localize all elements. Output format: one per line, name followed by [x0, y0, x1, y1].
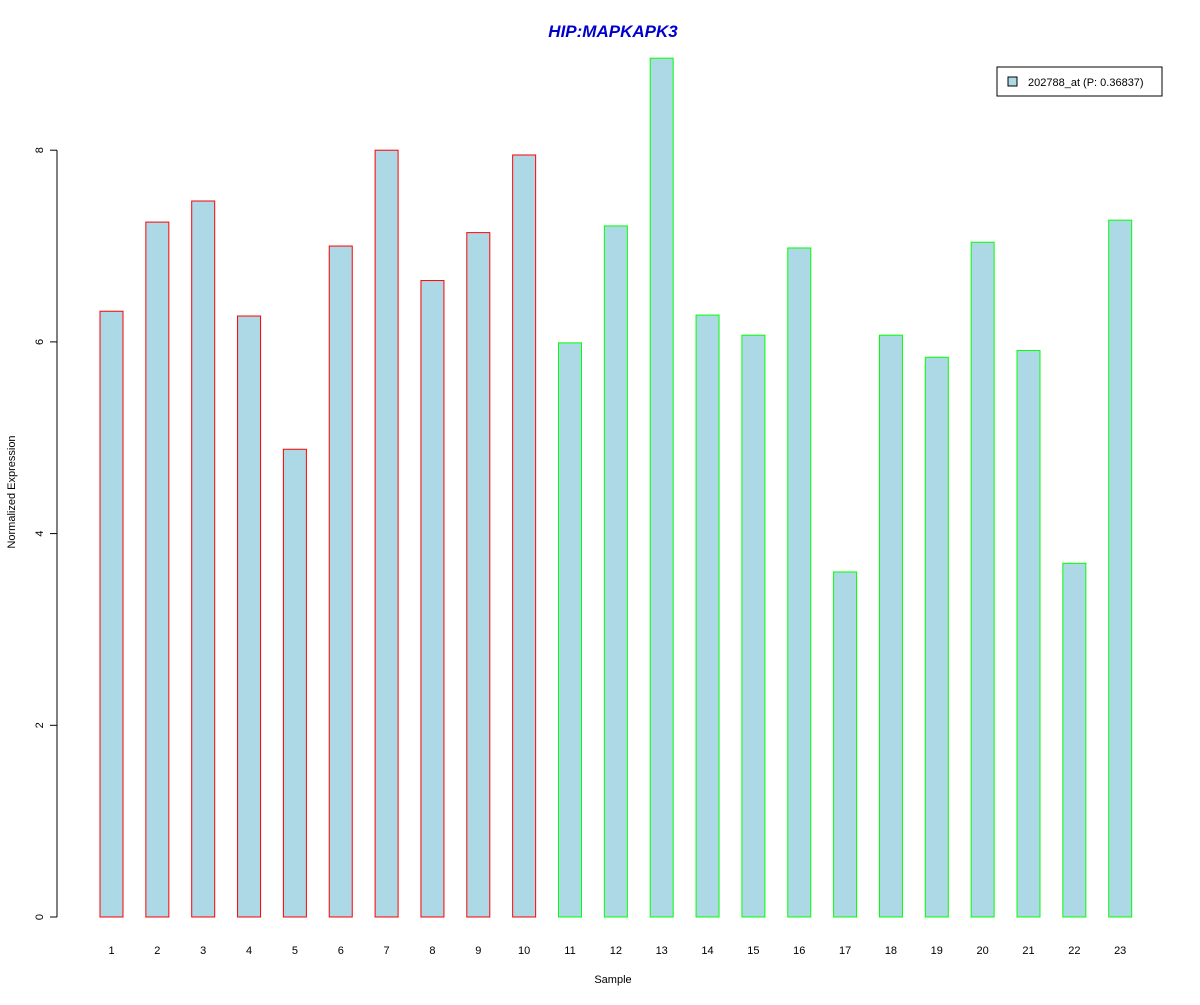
bar-sample-10 — [512, 154, 537, 918]
y-axis-label: Normalized Expression — [6, 435, 18, 548]
x-axis-label: Sample — [594, 974, 631, 986]
bar-sample-8 — [420, 280, 445, 918]
bar-sample-17 — [833, 571, 858, 918]
x-tick-label: 18 — [885, 945, 897, 957]
chart-title: HIP:MAPKAPK3 — [548, 22, 678, 41]
x-tick-label: 17 — [839, 945, 851, 957]
x-tick-label: 23 — [1114, 945, 1126, 957]
x-tick-label: 5 — [292, 945, 298, 957]
x-tick-label: 7 — [384, 945, 390, 957]
bar-sample-21 — [1016, 350, 1041, 918]
bar-sample-14 — [695, 314, 720, 918]
x-tick-label: 22 — [1068, 945, 1080, 957]
x-tick-label: 13 — [656, 945, 668, 957]
x-tick-label: 19 — [931, 945, 943, 957]
bar-sample-1 — [99, 310, 124, 918]
bar-sample-19 — [924, 356, 949, 918]
bar-sample-16 — [787, 247, 812, 918]
y-tick-label: 6 — [34, 339, 46, 345]
bars-group — [99, 57, 1133, 918]
x-tick-label: 3 — [200, 945, 206, 957]
bar-sample-15 — [741, 334, 766, 918]
bar-sample-6 — [328, 245, 353, 918]
legend-entry-label: 202788_at (P: 0.36837) — [1028, 77, 1144, 89]
y-tick-label: 0 — [34, 914, 46, 920]
bar-sample-4 — [237, 315, 262, 918]
x-tick-label: 8 — [429, 945, 435, 957]
y-tick-label: 2 — [34, 722, 46, 728]
legend-swatch — [1007, 76, 1018, 87]
bar-sample-23 — [1108, 219, 1133, 918]
bar-sample-12 — [603, 225, 628, 918]
x-tick-label: 6 — [338, 945, 344, 957]
bar-sample-3 — [191, 200, 216, 918]
x-tick-label: 15 — [747, 945, 759, 957]
x-tick-label: 14 — [701, 945, 713, 957]
x-tick-label: 12 — [610, 945, 622, 957]
y-tick-label: 4 — [34, 531, 46, 537]
legend-box — [996, 66, 1163, 97]
x-tick-label: 4 — [246, 945, 252, 957]
x-tick-label: 16 — [793, 945, 805, 957]
legend: 202788_at (P: 0.36837) — [996, 66, 1163, 97]
y-tick-label: 8 — [34, 147, 46, 153]
x-tick-label: 1 — [108, 945, 114, 957]
bar-sample-13 — [649, 57, 674, 918]
x-tick-label: 9 — [475, 945, 481, 957]
x-tick-label: 21 — [1022, 945, 1034, 957]
bar-sample-11 — [558, 342, 582, 918]
y-axis: 0 2 4 6 8 — [34, 147, 58, 920]
x-tick-labels: 1 2 3 4 5 6 7 8 9 10 11 12 13 14 15 16 17 18 19 20 21 22 23 — [108, 945, 1126, 957]
bar-sample-20 — [970, 241, 995, 918]
bar-sample-18 — [878, 334, 903, 918]
bar-sample-2 — [145, 221, 170, 918]
bar-sample-9 — [466, 232, 491, 918]
bar-sample-7 — [374, 149, 399, 918]
x-tick-label: 2 — [154, 945, 160, 957]
x-tick-label: 11 — [564, 945, 575, 957]
bar-sample-22 — [1062, 562, 1087, 918]
bar-sample-5 — [282, 448, 307, 918]
x-tick-label: 20 — [977, 945, 989, 957]
x-tick-label: 10 — [518, 945, 530, 957]
